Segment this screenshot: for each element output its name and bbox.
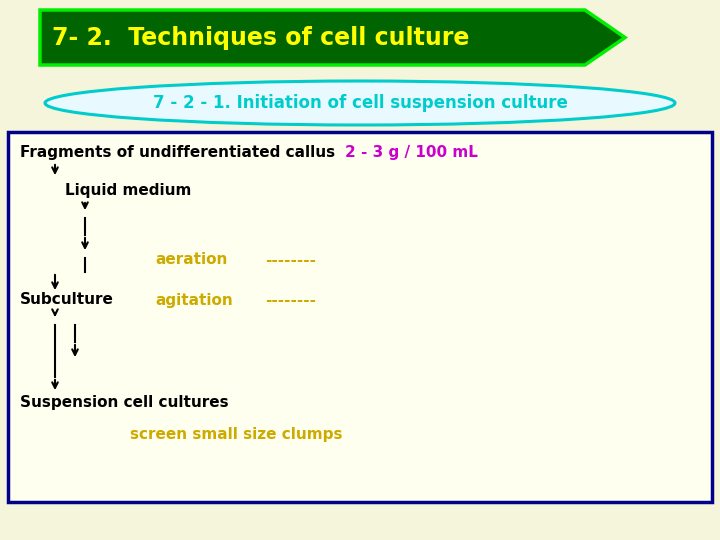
Text: 2 - 3 g / 100 mL: 2 - 3 g / 100 mL	[345, 145, 478, 159]
Ellipse shape	[45, 81, 675, 125]
Text: --------: --------	[265, 253, 316, 267]
FancyBboxPatch shape	[8, 132, 712, 502]
Text: 7- 2.  Techniques of cell culture: 7- 2. Techniques of cell culture	[52, 25, 469, 50]
Text: Fragments of undifferentiated callus: Fragments of undifferentiated callus	[20, 145, 335, 159]
Text: Subculture: Subculture	[20, 293, 114, 307]
Text: 7 - 2 - 1. Initiation of cell suspension culture: 7 - 2 - 1. Initiation of cell suspension…	[153, 94, 567, 112]
Text: aeration: aeration	[155, 253, 228, 267]
Text: Liquid medium: Liquid medium	[65, 183, 192, 198]
Text: agitation: agitation	[155, 293, 233, 307]
Text: --------: --------	[265, 293, 316, 307]
Polygon shape	[40, 10, 625, 65]
Text: Suspension cell cultures: Suspension cell cultures	[20, 395, 229, 409]
Text: screen small size clumps: screen small size clumps	[130, 428, 343, 442]
